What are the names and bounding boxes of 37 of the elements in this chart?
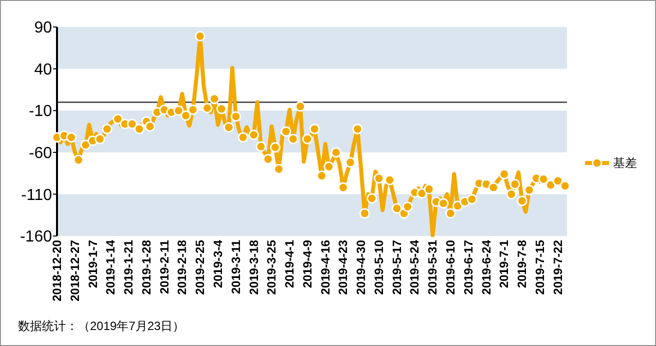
x-tick-label: 2019-6-24 (479, 240, 494, 295)
x-tick-label: 2019-4-1 (282, 240, 297, 288)
x-tick-label: 2019-2-18 (175, 240, 190, 295)
x-tick-label: 2019-7-8 (515, 240, 530, 288)
x-tick-label: 2019-7-22 (550, 240, 565, 295)
x-tick-label: 2019-6-10 (444, 240, 458, 295)
x-tick-label: 2019-2-11 (157, 240, 172, 294)
x-tick-label: 2019-2-25 (193, 240, 208, 295)
x-tick-label: 2019-5-10 (372, 240, 386, 295)
text: 数据统计：（2019年7月23日） (18, 319, 185, 333)
y-tick-label: 90 (34, 20, 52, 37)
y-tick-label: -160 (20, 228, 52, 246)
x-tick-label: 2019-7-15 (532, 240, 547, 295)
x-tick-label: 2019-7-1 (497, 240, 512, 288)
x-tick-label: 2019-1-28 (139, 240, 154, 295)
x-tick-label: 2019-1-7 (86, 240, 100, 288)
y-tick-label: -60 (28, 145, 52, 162)
y-tick-label: 40 (34, 61, 52, 78)
x-tick-label: 2019-4-30 (354, 240, 368, 295)
x-tick-label: 2019-3-11 (228, 240, 243, 294)
y-tick-label: -10 (28, 103, 52, 120)
x-tick-label: 2019-5-31 (426, 240, 440, 295)
x-tick-label: 2019-4-23 (336, 240, 350, 295)
x-tick-label: 2019-4-9 (300, 240, 314, 288)
x-tick-label: 2019-5-24 (408, 240, 422, 295)
x-tick-label: 2019-1-14 (104, 240, 118, 295)
x-tick-label: 2019-1-21 (122, 240, 136, 295)
x-tick-label: 2019-3-18 (246, 240, 261, 295)
y-tick-label: -110 (21, 186, 52, 204)
x-tick-label: 2019-5-17 (390, 240, 404, 295)
x-tick-label: 2018-12-27 (68, 240, 82, 302)
legend-label: 基差 (613, 156, 637, 170)
x-tick-label: 2019-3-25 (264, 240, 279, 295)
x-tick-label: 2018-12-20 (50, 240, 64, 302)
x-tick-label: 2019-4-16 (318, 240, 332, 295)
x-tick-label: 2019-3-4 (210, 240, 225, 288)
x-tick-label: 2019-6-17 (461, 240, 476, 295)
